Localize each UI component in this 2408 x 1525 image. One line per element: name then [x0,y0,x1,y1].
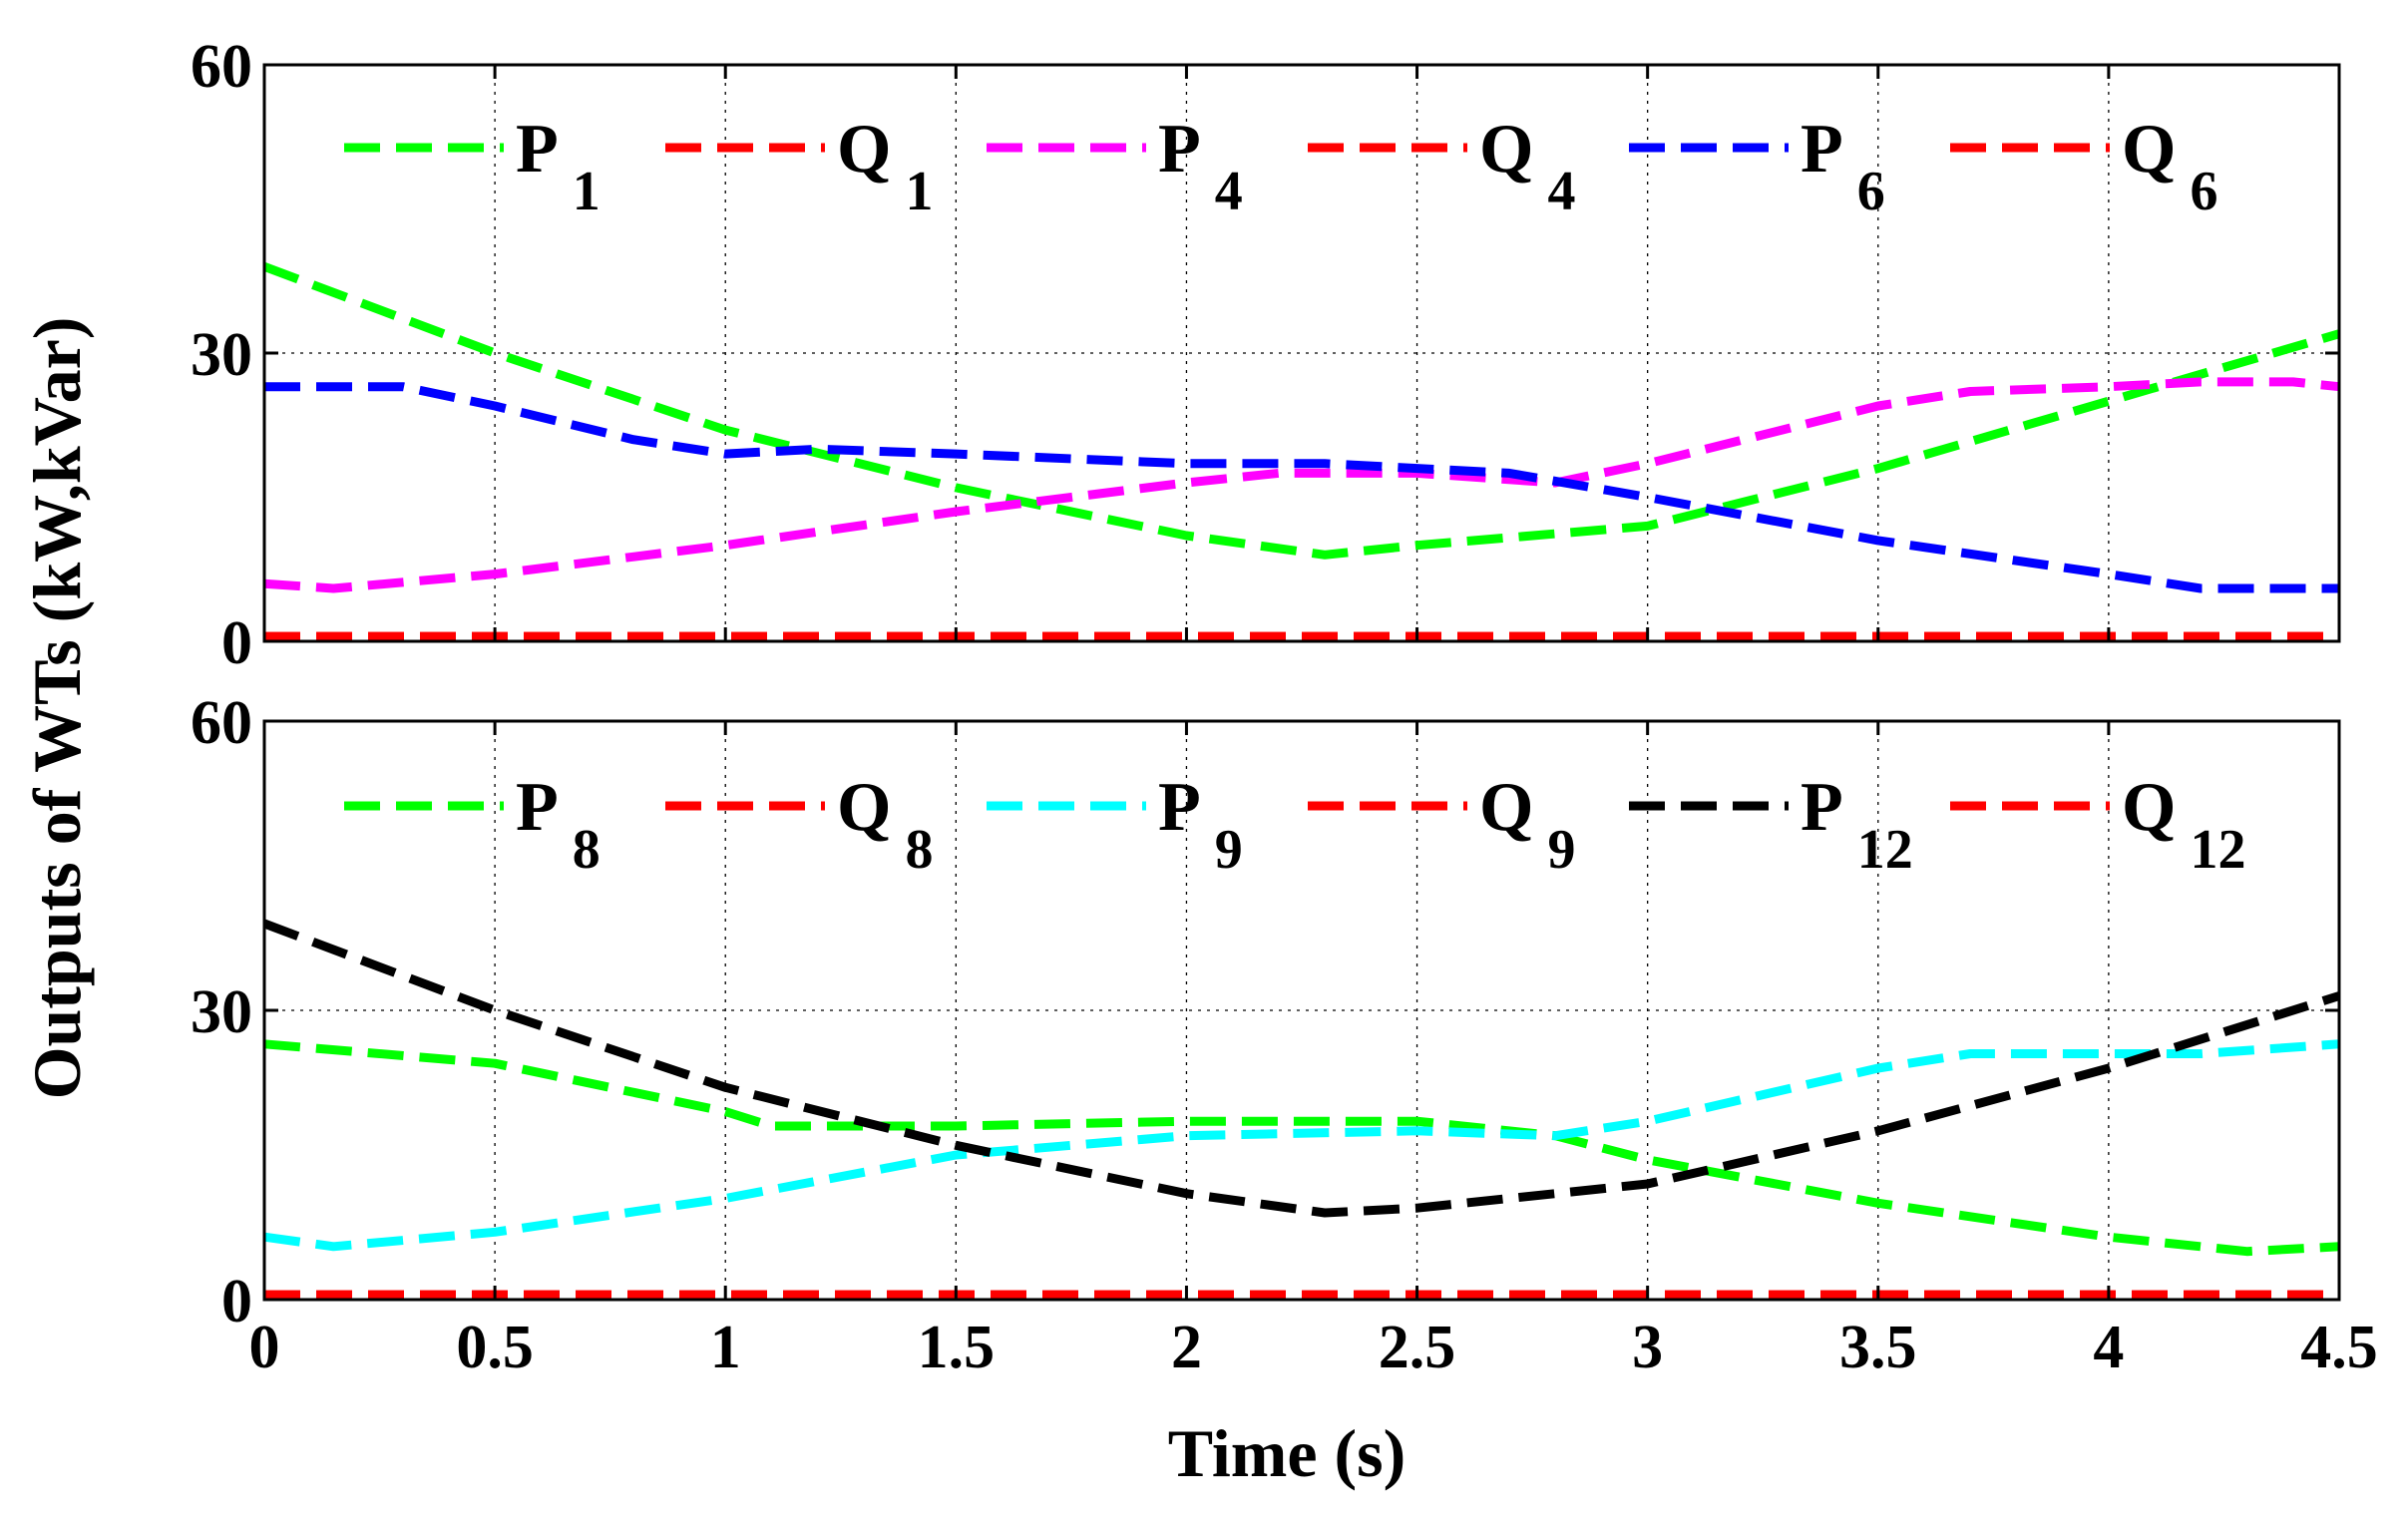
series-line-p9 [263,1039,2340,1252]
y-tick-label: 30 [191,978,252,1046]
legend-label-p8: P8 [516,769,601,881]
x-tick-label: 3.5 [1839,1314,1917,1381]
legend-label-p9: P9 [1158,769,1243,881]
x-tick-label: 3 [1632,1314,1663,1381]
y-tick-label: 0 [221,609,252,677]
legend-label-q4: Q4 [1479,111,1575,222]
legend-label-p12: P12 [1801,769,1913,881]
y-tick-label: 60 [191,689,252,757]
legend: P8 Q8 P9 Q9 P12 Q12 [344,769,2245,881]
x-tick-label: 4 [2093,1314,2124,1381]
legend-label-p4: P4 [1158,111,1243,222]
series-line-p1 [262,262,2341,560]
x-tick-label: 4.5 [2300,1314,2378,1381]
panel-2: 0 30 60 P8 Q8 P9 Q9 P12 Q12 [191,689,2341,1335]
legend-label-p6: P6 [1801,111,1885,222]
panel-1: 0 30 60 P1 Q1 P4 Q4 P6 Q6 [191,33,2341,677]
legend-label-q1: Q1 [837,111,933,222]
x-axis-label: Time (s) [1168,1415,1406,1491]
legend-label-q9: Q9 [1479,769,1575,881]
y-tick-label: 0 [221,1268,252,1335]
chart-panels: 0 30 60 P1 Q1 P4 Q4 P6 Q6 0 30 60 P8 Q8 P9 Q9 P12 Q12 0 0.5… [191,33,2378,1381]
legend-label-q8: Q8 [837,769,933,881]
series-line-p4 [263,377,2340,593]
y-axis-label: Outputs of WTs (kW,kVar) [19,317,95,1100]
legend-label-p1: P1 [516,111,601,222]
legend-label-q12: Q12 [2122,769,2245,881]
x-tick-label: 2.5 [1379,1314,1456,1381]
y-tick-label: 30 [191,321,252,389]
legend: P1 Q1 P4 Q4 P6 Q6 [344,111,2217,222]
x-tick-label: 1.5 [918,1314,996,1381]
series-line-p8 [263,1039,2340,1257]
x-tick-label: 1 [710,1314,741,1381]
series-line-p12 [262,919,2341,1218]
axis-labels-group: Outputs of WTs (kW,kVar) Time (s) [19,317,1405,1491]
x-tick-label: 2 [1171,1314,1202,1381]
y-tick-label: 60 [191,33,252,101]
x-tick-label: 0 [249,1314,280,1381]
x-tick-label: 0.5 [456,1314,534,1381]
series-line-p6 [264,382,2339,593]
legend-label-q6: Q6 [2122,111,2217,222]
